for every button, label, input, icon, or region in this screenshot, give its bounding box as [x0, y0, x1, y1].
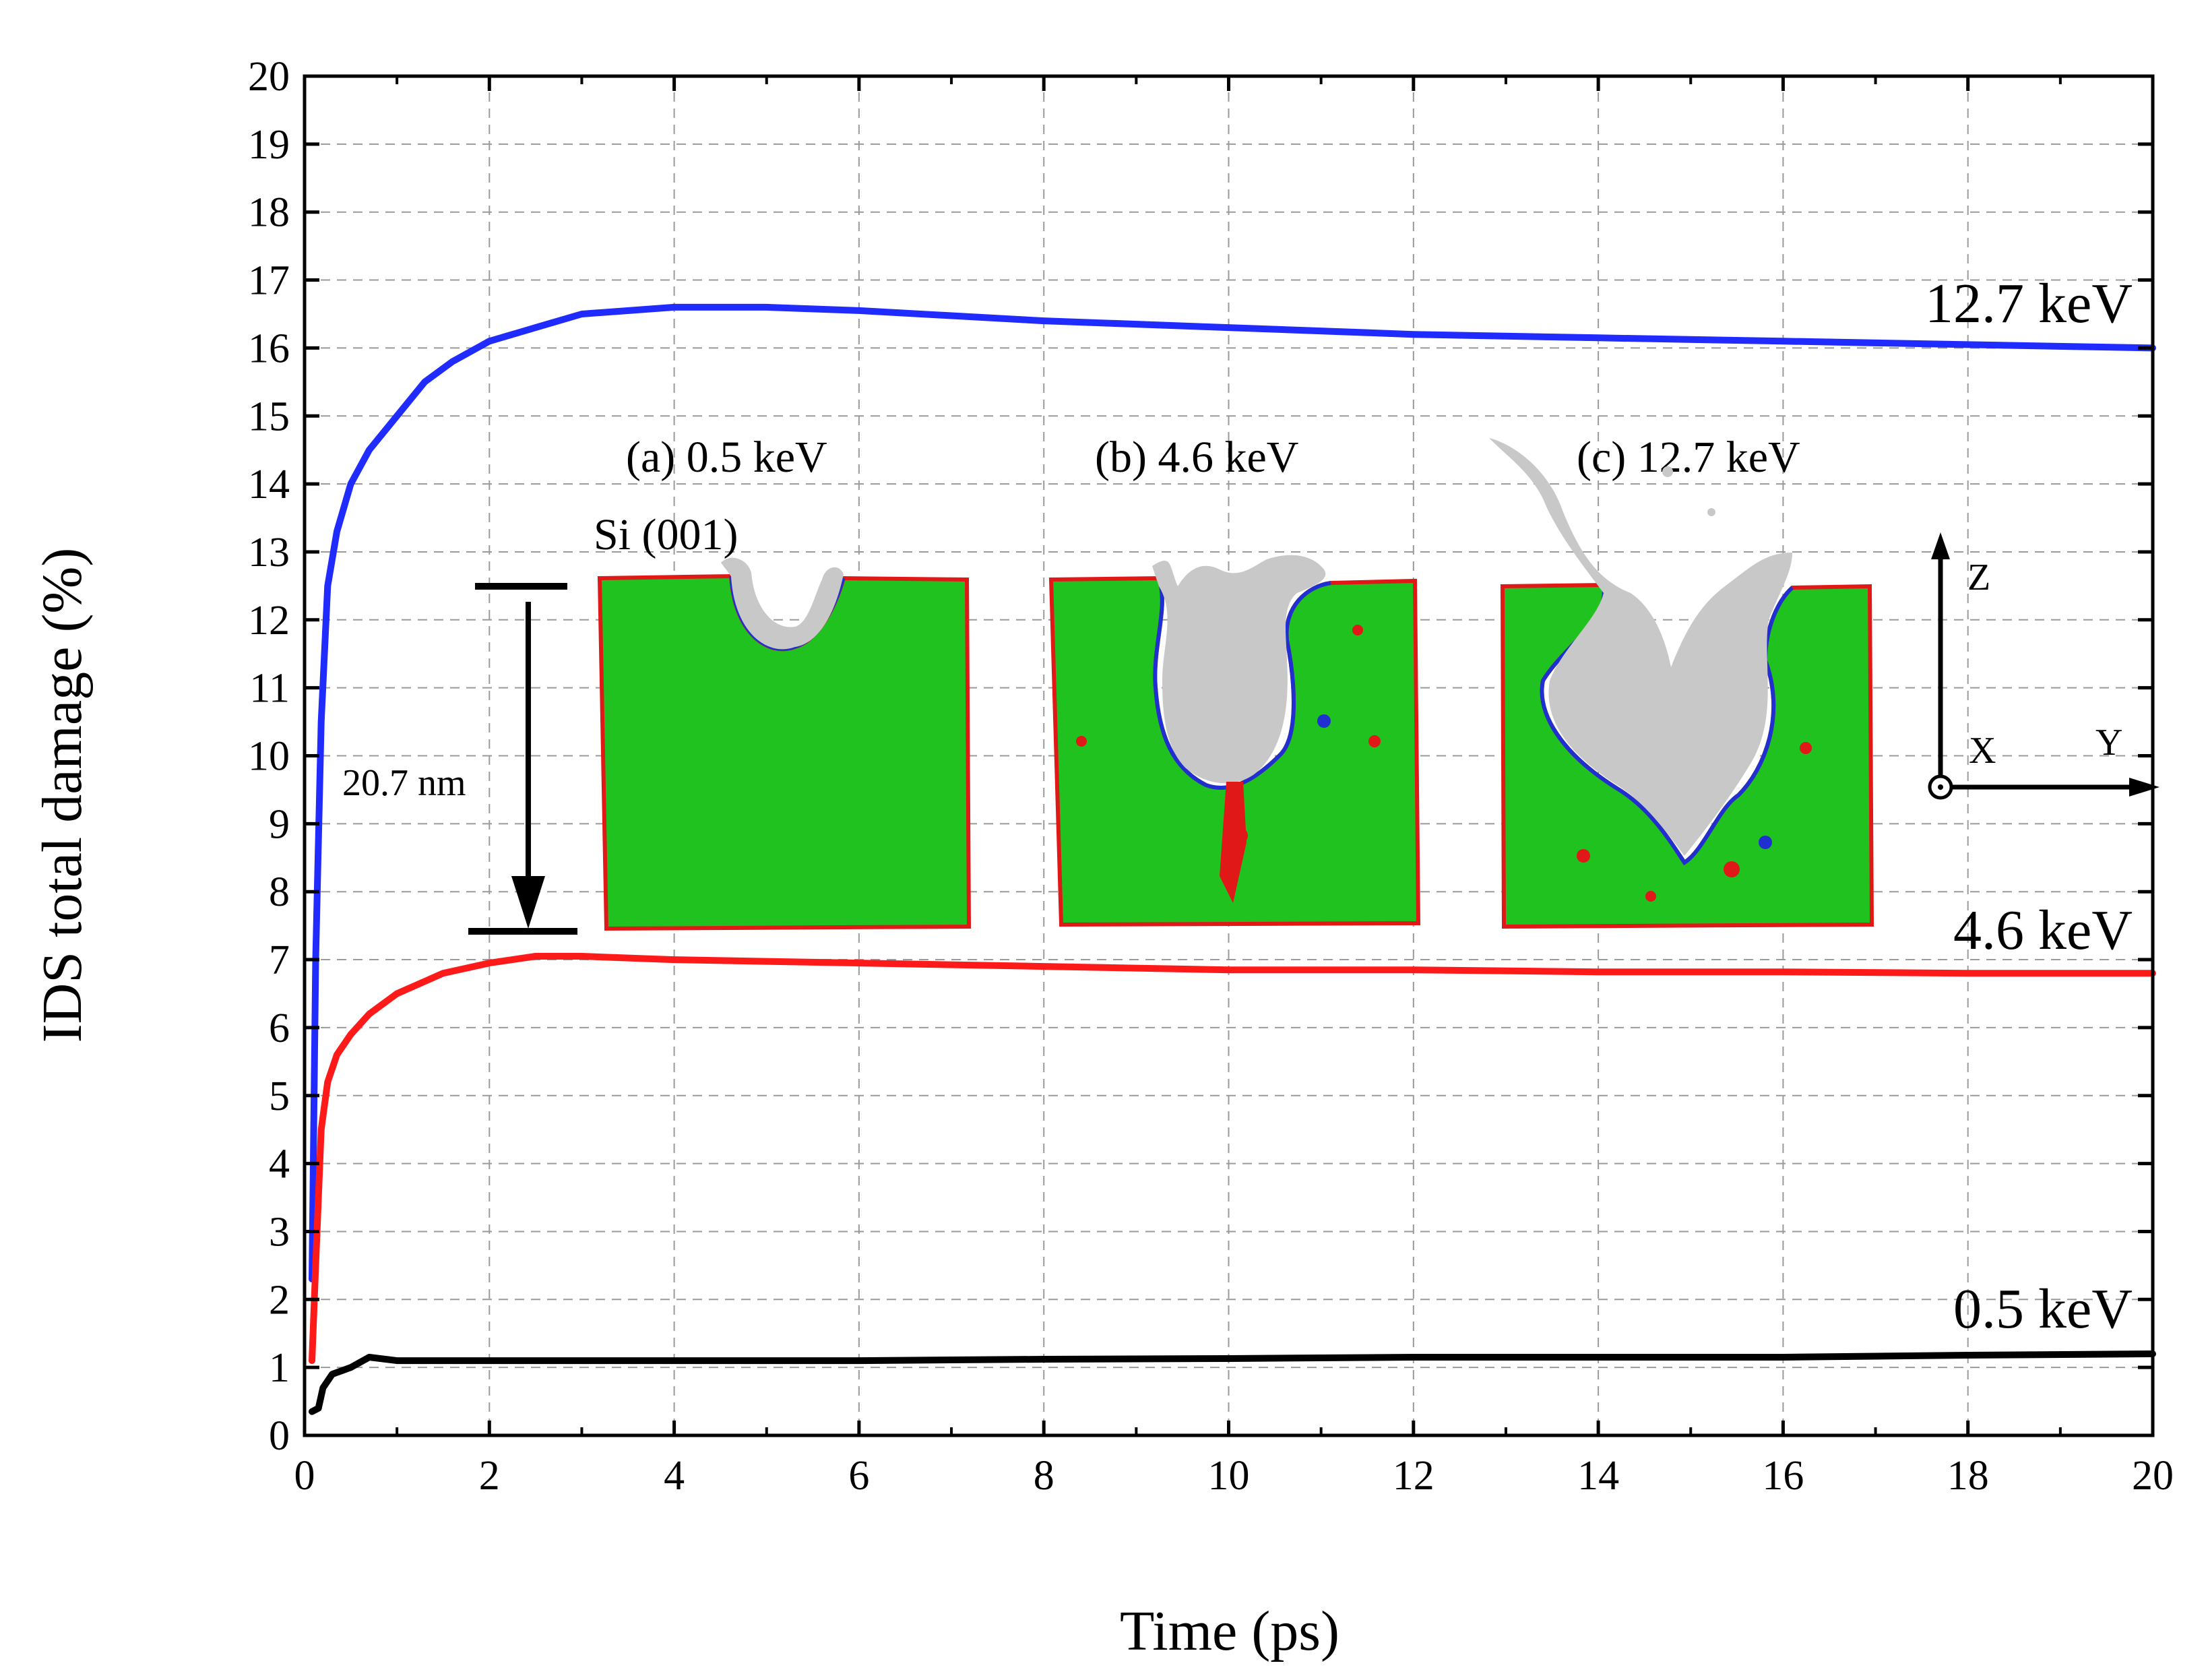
y-tick-label: 7	[269, 937, 290, 983]
y-tick-label: 19	[248, 122, 290, 168]
inset-b-title: (b) 4.6 keV	[1095, 433, 1298, 482]
x-tick-label: 10	[1208, 1453, 1250, 1499]
y-tick-label: 6	[269, 1005, 290, 1051]
series-label-0-5-kev: 0.5 keV	[1953, 1278, 2133, 1340]
axis-y-label: Y	[2095, 722, 2122, 764]
x-tick-label: 2	[479, 1453, 500, 1499]
axis-x-label: X	[1969, 730, 1996, 772]
snapshot-c	[1489, 438, 1874, 929]
md-snapshots-inset: 20.7 nm Si (001) (a) 0.5 keV (b) 4.6 keV…	[342, 433, 2159, 935]
series-line-0-5-kev	[309, 1350, 2156, 1415]
x-tick-label: 14	[1577, 1453, 1619, 1499]
substrate-label: Si (001)	[594, 510, 738, 559]
y-tick-label: 4	[269, 1142, 290, 1187]
depth-marker: 20.7 nm	[342, 583, 577, 935]
y-tick-label: 14	[248, 462, 290, 507]
coordinate-axes: Z X Y	[1928, 532, 2159, 800]
x-tick-label: 6	[848, 1453, 869, 1499]
x-axis-title: Time (ps)	[1120, 1600, 1339, 1662]
y-tick-label: 9	[269, 801, 290, 847]
x-tick-label: 8	[1034, 1453, 1054, 1499]
x-tick-label: 18	[1947, 1453, 1989, 1499]
y-axis-title: IDS total damage (%)	[31, 548, 94, 1043]
axes: 0 2 4 6 8 10 12 14 16 18 2001234567891011121314151…	[248, 54, 2174, 1499]
y-tick-label: 13	[248, 530, 290, 575]
series-label-4-6-kev: 4.6 keV	[1953, 899, 2133, 962]
inset-c-title: (c) 12.7 keV	[1577, 433, 1800, 482]
x-tick-label: 4	[664, 1453, 685, 1499]
y-tick-label: 16	[248, 325, 290, 371]
y-tick-label: 2	[269, 1277, 290, 1323]
x-tick-label: 0	[294, 1453, 315, 1499]
inset-a-title: (a) 0.5 keV	[626, 433, 827, 482]
snapshot-b	[1048, 555, 1421, 927]
series	[309, 303, 2156, 1415]
y-tick-label: 20	[248, 54, 290, 100]
depth-label: 20.7 nm	[342, 762, 466, 804]
series-line-12-7-kev	[309, 303, 2156, 1282]
y-tick-label: 17	[248, 258, 290, 304]
x-tick-label: 12	[1393, 1453, 1434, 1499]
y-tick-label: 15	[248, 394, 290, 439]
y-tick-label: 11	[249, 666, 290, 712]
series-label-12-7-kev: 12.7 keV	[1925, 272, 2133, 335]
series-line-4-6-kev	[309, 953, 2156, 1365]
y-tick-label: 10	[248, 734, 290, 780]
x-tick-label: 16	[1762, 1453, 1804, 1499]
y-tick-label: 0	[269, 1413, 290, 1459]
y-tick-label: 18	[248, 190, 290, 236]
y-tick-label: 12	[248, 598, 290, 644]
y-tick-label: 3	[269, 1209, 290, 1255]
y-tick-label: 5	[269, 1074, 290, 1119]
labels: 12.7 keV 4.6 keV 0.5 keV Time (ps) IDS t…	[31, 272, 2133, 1662]
axis-z-label: Z	[1967, 557, 1990, 598]
y-tick-label: 8	[269, 869, 290, 915]
x-tick-label: 20	[2132, 1453, 2174, 1499]
snapshot-a	[597, 557, 972, 931]
y-tick-label: 1	[269, 1345, 290, 1391]
